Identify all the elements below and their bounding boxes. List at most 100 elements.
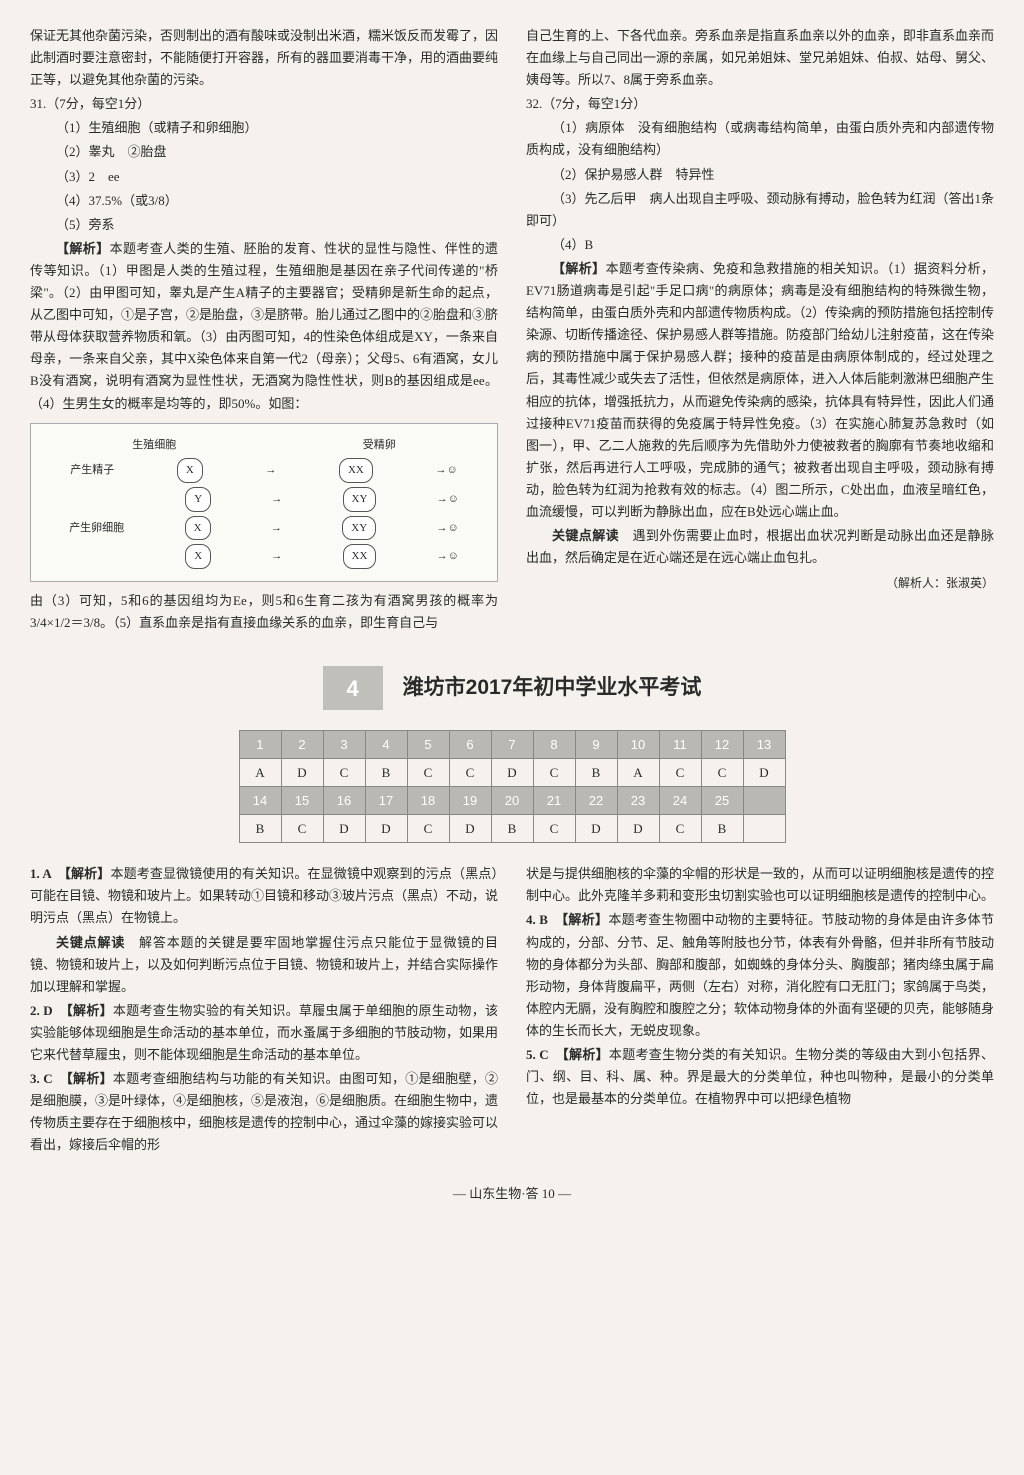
table-cell: C (659, 759, 701, 787)
analysis-body: 本题考查传染病、免疫和急救措施的相关知识。（1）据资料分析，EV71肠道病毒是引… (526, 261, 994, 519)
table-cell (743, 787, 785, 815)
q5-label: 5. C 【解析】 (526, 1047, 609, 1062)
table-cell: 12 (701, 731, 743, 759)
q32-part2: （2）保护易感人群 特异性 (526, 164, 994, 186)
q31-part4: （4）37.5%（或3/8） (30, 190, 498, 212)
q31-part5: （5）旁系 (30, 214, 498, 236)
q3-label: 3. C 【解析】 (30, 1071, 113, 1086)
table-cell: 16 (323, 787, 365, 815)
table-cell: 2 (281, 731, 323, 759)
table-cell: 24 (659, 787, 701, 815)
q3: 3. C 【解析】本题考查细胞结构与功能的有关知识。由图可知，①是细胞壁，②是细… (30, 1068, 498, 1156)
diagram-row-1: 产生精子 X → XX →☺ (39, 458, 489, 483)
table-cell: 21 (533, 787, 575, 815)
q31-analysis: 【解析】本题考查人类的生殖、胚胎的发育、性状的显性与隐性、伴性的遗传等知识。（1… (30, 238, 498, 415)
q4: 4. B 【解析】本题考查生物圈中动物的主要特征。节肢动物的身体是由许多体节构成… (526, 909, 994, 1042)
table-header-row: 1 2 3 4 5 6 7 8 9 10 11 12 13 (239, 731, 785, 759)
keypoint-label: 关键点解读 (56, 935, 125, 950)
table-cell: B (365, 759, 407, 787)
para: 自己生育的上、下各代血亲。旁系血亲是指直系血亲以外的血亲，即非直系血亲而在血缘上… (526, 25, 994, 91)
table-cell: D (617, 815, 659, 843)
table-cell: 25 (701, 787, 743, 815)
table-cell: C (533, 759, 575, 787)
side-label: 产生精子 (70, 461, 114, 480)
table-cell: C (533, 815, 575, 843)
bottom-right-column: 状是与提供细胞核的伞藻的伞帽的形状是一致的，从而可以证明细胞核是遗传的控制中心。… (526, 863, 994, 1158)
chromosome-node: X (185, 516, 211, 541)
top-left-column: 保证无其他杂菌污染，否则制出的酒有酸味或没制出米酒，糯米饭反而发霉了，因此制酒时… (30, 25, 498, 636)
table-cell: C (407, 759, 449, 787)
top-right-column: 自己生育的上、下各代血亲。旁系血亲是指直系血亲以外的血亲，即非直系血亲而在血缘上… (526, 25, 994, 636)
table-cell: D (323, 815, 365, 843)
section-title: 潍坊市2017年初中学业水平考试 (403, 670, 702, 706)
q32-analysis: 【解析】本题考查传染病、免疫和急救措施的相关知识。（1）据资料分析，EV71肠道… (526, 258, 994, 523)
analysis-body: 本题考查人类的生殖、胚胎的发育、性状的显性与隐性、伴性的遗传等知识。（1）甲图是… (30, 241, 498, 411)
zygote-node: XY (343, 487, 377, 512)
table-cell: 20 (491, 787, 533, 815)
table-cell: 4 (365, 731, 407, 759)
table-cell: 14 (239, 787, 281, 815)
q31-part1: （1）生殖细胞（或精子和卵细胞） (30, 117, 498, 139)
diagram-row-3: 产生卵细胞 X → XY →☺ (39, 516, 489, 541)
section-header: 4 潍坊市2017年初中学业水平考试 (30, 666, 994, 710)
side-label: 产生卵细胞 (69, 519, 124, 538)
table-cell: C (659, 815, 701, 843)
q1-keypoint: 关键点解读 解答本题的关键是要牢固地掌握住污点只能位于显微镜的目镜、物镜和玻片上… (30, 932, 498, 998)
top-section: 保证无其他杂菌污染，否则制出的酒有酸味或没制出米酒，糯米饭反而发霉了，因此制酒时… (30, 25, 994, 636)
analysis-label: 【解析】 (552, 261, 606, 276)
keypoint: 关键点解读 遇到外伤需要止血时，根据出血状况判断是动脉出血还是静脉出血，然后确定… (526, 525, 994, 569)
answer-table: 1 2 3 4 5 6 7 8 9 10 11 12 13 A D C B C … (239, 730, 786, 843)
chromosome-node: X (177, 458, 203, 483)
question-32-header: 32.（7分，每空1分） (526, 93, 994, 115)
table-cell: D (449, 815, 491, 843)
q1-label: 1. A 【解析】 (30, 866, 110, 881)
table-cell: 23 (617, 787, 659, 815)
table-cell: D (491, 759, 533, 787)
chromosome-node: Y (185, 487, 211, 512)
table-cell: C (281, 815, 323, 843)
q1: 1. A 【解析】本题考查显微镜使用的有关知识。在显微镜中观察到的污点（黑点）可… (30, 863, 498, 929)
q4-body: 本题考查生物圈中动物的主要特征。节肢动物的身体是由许多体节构成的，分部、分节、足… (526, 912, 994, 1037)
section-number: 4 (323, 666, 383, 710)
q31-part2: （2）睾丸 ②胎盘 (30, 141, 498, 163)
author-credit: （解析人：张淑英） (526, 573, 994, 593)
genetics-diagram: 生殖细胞 受精卵 产生精子 X → XX →☺ Y → XY →☺ 产生卵细胞 … (30, 423, 498, 582)
table-answer-row: A D C B C C D C B A C C D (239, 759, 785, 787)
q32-part3: （3）先乙后甲 病人出现自主呼吸、颈动脉有搏动，脸色转为红润（答出1条即可） (526, 188, 994, 232)
keypoint-label: 关键点解读 (552, 528, 619, 543)
analysis-label: 【解析】 (56, 241, 110, 256)
q2: 2. D 【解析】本题考查生物实验的有关知识。草履虫属于单细胞的原生动物，该实验… (30, 1000, 498, 1066)
table-cell: 19 (449, 787, 491, 815)
table-cell: 5 (407, 731, 449, 759)
bottom-section: 1. A 【解析】本题考查显微镜使用的有关知识。在显微镜中观察到的污点（黑点）可… (30, 863, 994, 1158)
table-cell: 7 (491, 731, 533, 759)
table-cell: 8 (533, 731, 575, 759)
table-cell: 9 (575, 731, 617, 759)
bottom-left-column: 1. A 【解析】本题考查显微镜使用的有关知识。在显微镜中观察到的污点（黑点）可… (30, 863, 498, 1158)
table-cell: B (575, 759, 617, 787)
page-footer: — 山东生物·答 10 — (30, 1183, 994, 1205)
diagram-header-row: 生殖细胞 受精卵 (39, 436, 489, 455)
table-cell: 11 (659, 731, 701, 759)
zygote-node: XX (339, 458, 373, 483)
q5: 5. C 【解析】本题考查生物分类的有关知识。生物分类的等级由大到小包括界、门、… (526, 1044, 994, 1110)
q32-part1: （1）病原体 没有细胞结构（或病毒结构简单，由蛋白质外壳和内部遗传物质构成，没有… (526, 117, 994, 161)
table-cell: B (239, 815, 281, 843)
diagram-row-4: X → XX →☺ (39, 544, 489, 569)
table-cell: 17 (365, 787, 407, 815)
q4-label: 4. B 【解析】 (526, 912, 608, 927)
diagram-row-2: Y → XY →☺ (39, 487, 489, 512)
table-cell: D (743, 759, 785, 787)
table-cell: C (449, 759, 491, 787)
table-cell: D (575, 815, 617, 843)
table-answer-row: B C D D C D B C D D C B (239, 815, 785, 843)
table-cell: B (491, 815, 533, 843)
table-cell: 22 (575, 787, 617, 815)
table-cell: C (701, 759, 743, 787)
zygote-node: XX (343, 544, 377, 569)
table-cell (743, 815, 785, 843)
table-cell: 6 (449, 731, 491, 759)
table-cell: 13 (743, 731, 785, 759)
q31-part3: （3）2 ee (30, 166, 498, 188)
zygote-node: XY (342, 516, 376, 541)
